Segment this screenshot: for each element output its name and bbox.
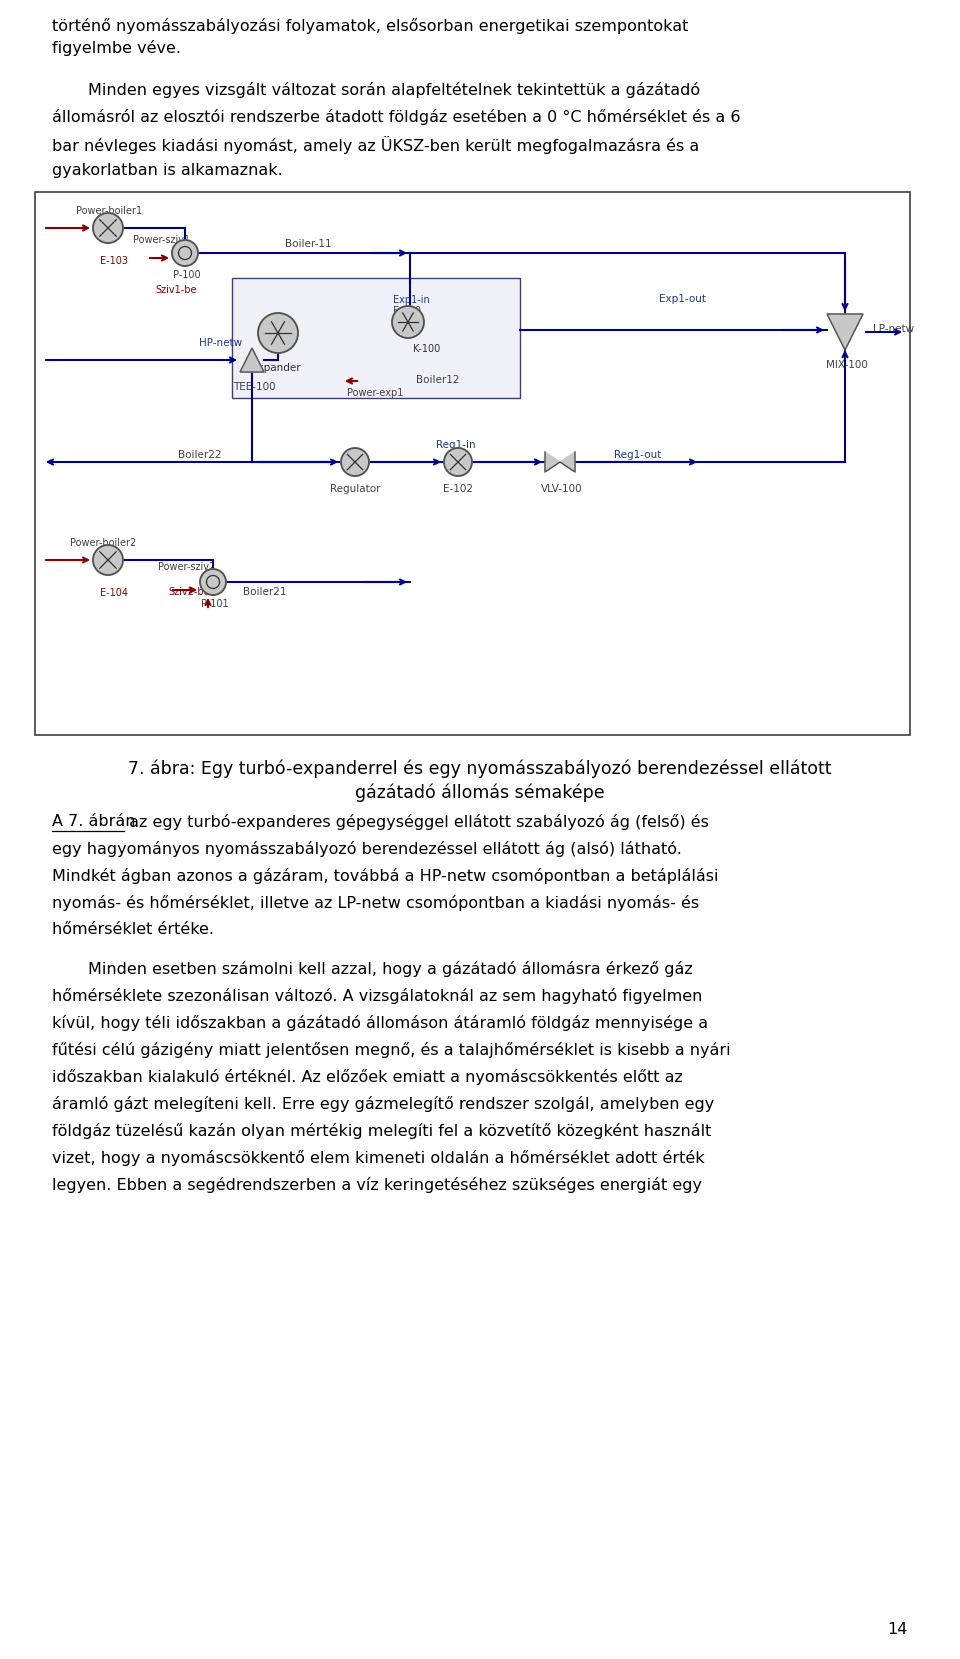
Text: TEE-100: TEE-100 [232,382,276,392]
Text: E-100: E-100 [393,305,421,315]
Polygon shape [545,451,560,473]
Circle shape [93,212,123,242]
Text: P-100: P-100 [173,270,201,280]
Text: P-101: P-101 [202,599,228,609]
Text: LP-netw: LP-netw [873,324,914,333]
Circle shape [392,305,424,338]
Text: Boiler12: Boiler12 [417,375,460,385]
Text: Power-boiler2: Power-boiler2 [70,538,136,547]
Polygon shape [827,314,863,350]
Text: áramló gázt melegíteni kell. Erre egy gázmelegítő rendszer szolgál, amelyben egy: áramló gázt melegíteni kell. Erre egy gá… [52,1097,714,1112]
Text: Boiler22: Boiler22 [179,450,222,460]
Text: gázátadó állomás sémaképe: gázátadó állomás sémaképe [355,785,605,803]
Text: K-100: K-100 [413,343,441,353]
Circle shape [200,569,226,596]
Text: Power-exp1: Power-exp1 [347,388,403,398]
Text: A 7. ábrán: A 7. ábrán [52,815,135,830]
Text: az egy turbó-expanderes gépegységgel ellátott szabályozó ág (felső) és: az egy turbó-expanderes gépegységgel ell… [124,815,708,830]
Text: legyen. Ebben a segédrendszerben a víz keringetéséhez szükséges energiát egy: legyen. Ebben a segédrendszerben a víz k… [52,1176,702,1193]
Text: E-102: E-102 [443,484,473,494]
Text: Mindkét ágban azonos a gázáram, továbbá a HP-netw csomópontban a betáplálási: Mindkét ágban azonos a gázáram, továbbá … [52,868,718,884]
Text: vizet, hogy a nyomáscsökkentő elem kimeneti oldalán a hőmérséklet adott érték: vizet, hogy a nyomáscsökkentő elem kimen… [52,1150,705,1166]
Text: történő nyomásszabályozási folyamatok, elsősorban energetikai szempontokat: történő nyomásszabályozási folyamatok, e… [52,18,688,33]
Text: hőmérséklete szezonálisan változó. A vizsgálatoknál az sem hagyható figyelmen: hőmérséklete szezonálisan változó. A viz… [52,989,703,1004]
Text: Power-sziv1: Power-sziv1 [133,236,190,246]
Circle shape [341,448,369,476]
Text: MIX-100: MIX-100 [826,360,868,370]
Polygon shape [240,348,264,372]
Text: Exp1-out: Exp1-out [659,294,706,304]
Text: HP-netw: HP-netw [199,338,242,348]
Text: Boiler-11: Boiler-11 [285,239,331,249]
Text: VLV-100: VLV-100 [541,484,583,494]
Text: Boiler21: Boiler21 [243,587,286,597]
Text: Minden esetben számolni kell azzal, hogy a gázátadó állomásra érkező gáz: Minden esetben számolni kell azzal, hogy… [88,961,693,977]
Text: egy hagyományos nyomásszabályozó berendezéssel ellátott ág (alsó) látható.: egy hagyományos nyomásszabályozó berende… [52,841,682,858]
Circle shape [258,314,298,353]
Text: állomásról az elosztói rendszerbe átadott földgáz esetében a 0 °C hőmérséklet és: állomásról az elosztói rendszerbe átadot… [52,109,740,124]
Text: nyomás- és hőmérséklet, illetve az LP-netw csomópontban a kiadási nyomás- és: nyomás- és hőmérséklet, illetve az LP-ne… [52,894,699,911]
Text: Reg1-out: Reg1-out [614,450,661,460]
Text: fűtési célú gázigény miatt jelentősen megnő, és a talajhőmérséklet is kisebb a n: fűtési célú gázigény miatt jelentősen me… [52,1042,731,1058]
Text: Sziv1-be: Sziv1-be [155,285,197,295]
Text: 14: 14 [888,1623,908,1637]
Text: Sziv2-be: Sziv2-be [168,587,209,597]
Text: Minden egyes vizsgált változat során alapfeltételnek tekintettük a gázátadó: Minden egyes vizsgált változat során ala… [88,81,700,98]
Text: E-103: E-103 [100,255,128,265]
Circle shape [93,546,123,576]
Text: Exp1-in: Exp1-in [393,295,430,305]
Text: gyakorlatban is alkamaznak.: gyakorlatban is alkamaznak. [52,163,283,178]
Text: hőmérséklet értéke.: hőmérséklet értéke. [52,922,214,937]
Text: Expander: Expander [252,363,300,373]
Text: E-104: E-104 [100,587,128,597]
Polygon shape [560,451,575,473]
Text: földgáz tüzelésű kazán olyan mértékig melegíti fel a közvetítő közegként használ: földgáz tüzelésű kazán olyan mértékig me… [52,1123,711,1140]
FancyBboxPatch shape [232,279,520,398]
Text: Power-sziv2: Power-sziv2 [158,562,215,572]
Text: 7. ábra: Egy turbó-expanderrel és egy nyomásszabályozó berendezéssel ellátott: 7. ábra: Egy turbó-expanderrel és egy ny… [129,760,831,778]
Text: figyelmbe véve.: figyelmbe véve. [52,40,181,56]
Text: időszakban kialakuló értéknél. Az előzőek emiatt a nyomáscsökkentés előtt az: időszakban kialakuló értéknél. Az előzőe… [52,1068,683,1085]
Circle shape [172,241,198,265]
Text: bar névleges kiadási nyomást, amely az ÜKSZ-ben került megfogalmazásra és a: bar névleges kiadási nyomást, amely az Ü… [52,136,699,154]
Circle shape [444,448,472,476]
Text: Reg1-in: Reg1-in [436,440,476,450]
Text: kívül, hogy téli időszakban a gázátadó állomáson átáramló földgáz mennyisége a: kívül, hogy téli időszakban a gázátadó á… [52,1015,708,1030]
Text: Regulator: Regulator [329,484,380,494]
FancyBboxPatch shape [35,192,910,735]
Text: Power-boiler1: Power-boiler1 [76,206,142,216]
